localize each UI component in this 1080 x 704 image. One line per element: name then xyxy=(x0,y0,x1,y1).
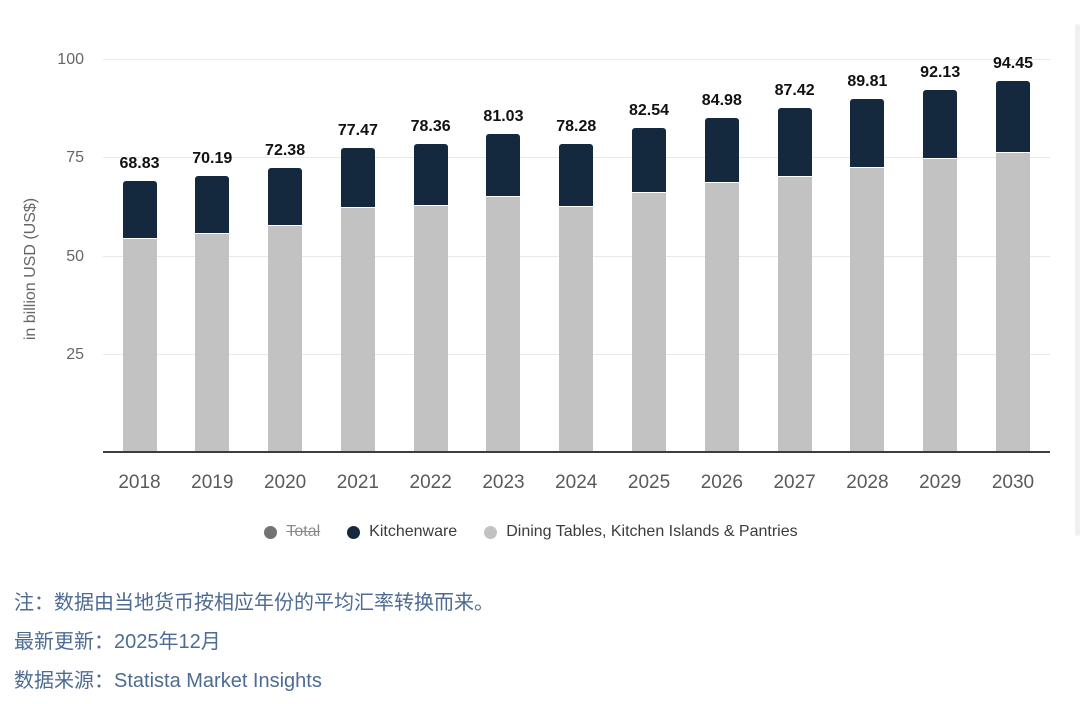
bar-2025-dining[interactable] xyxy=(632,192,667,452)
bar-2026-kitchenware[interactable] xyxy=(704,118,739,183)
y-axis-title: in billion USD (US$) xyxy=(22,197,39,341)
total-label-2018: 68.83 xyxy=(119,155,160,173)
total-label-2029: 92.13 xyxy=(920,63,961,81)
x-tick-2022: 2022 xyxy=(409,472,452,493)
vertical-scrollbar-thumb[interactable] xyxy=(1075,24,1080,536)
x-tick-2027: 2027 xyxy=(773,472,816,493)
total-label-2021: 77.47 xyxy=(337,121,378,139)
total-label-2022: 78.36 xyxy=(410,118,451,136)
x-tick-2029: 2029 xyxy=(919,472,962,493)
note-data-source: 数据来源：Statista Market Insights xyxy=(14,670,322,692)
bar-2022-kitchenware[interactable] xyxy=(413,144,448,205)
bar-2018-kitchenware[interactable] xyxy=(122,181,157,239)
bar-2020-kitchenware[interactable] xyxy=(268,167,303,225)
y-tick-100: 100 xyxy=(57,51,84,68)
bar-2028-kitchenware[interactable] xyxy=(850,99,885,168)
bar-2021-dining[interactable] xyxy=(340,208,375,452)
x-tick-2030: 2030 xyxy=(991,472,1035,493)
chart-legend: Total Kitchenware Dining Tables, Kitchen I… xyxy=(0,523,1071,541)
chart-notes: 注：数据由当地货币按相应年份的平均汇率转换而来。 最新更新：2025年12月 数… xyxy=(14,584,494,701)
x-tick-2019: 2019 xyxy=(191,472,234,493)
x-axis-line xyxy=(103,451,1050,453)
x-tick-2026: 2026 xyxy=(700,472,743,493)
bar-2029-kitchenware[interactable] xyxy=(923,89,958,159)
x-tick-2023: 2023 xyxy=(482,472,525,493)
total-label-2019: 70.19 xyxy=(192,150,233,168)
bar-2027-kitchenware[interactable] xyxy=(777,108,812,176)
bar-2022-dining[interactable] xyxy=(413,205,448,452)
legend-label-dining-tables-kitchen-islands-pantries: Dining Tables, Kitchen Islands & Pantrie… xyxy=(506,523,798,540)
bar-2029-dining[interactable] xyxy=(923,159,958,452)
legend-dot-kitchenware xyxy=(347,525,361,539)
total-label-2024: 78.28 xyxy=(556,118,597,136)
bar-2019-dining[interactable] xyxy=(195,234,230,452)
y-tick-50: 50 xyxy=(66,247,84,265)
bar-2030-kitchenware[interactable] xyxy=(996,80,1030,152)
bar-2021-kitchenware[interactable] xyxy=(340,147,375,208)
bar-2018-dining[interactable] xyxy=(122,239,157,452)
bar-2030-dining[interactable] xyxy=(996,152,1030,452)
x-tick-2018: 2018 xyxy=(118,472,161,493)
note-conversion: 注：数据由当地货币按相应年份的平均汇率转换而来。 xyxy=(14,592,494,614)
y-tick-25: 25 xyxy=(66,345,84,363)
x-tick-2021: 2021 xyxy=(336,472,380,493)
legend-item-kitchenware[interactable]: Kitchenware xyxy=(347,523,457,541)
y-tick-75: 75 xyxy=(66,149,84,167)
total-label-2020: 72.38 xyxy=(265,141,306,159)
bar-2025-kitchenware[interactable] xyxy=(632,127,667,192)
legend-item-total[interactable]: Total xyxy=(264,523,320,541)
legend-dot-total xyxy=(264,525,278,539)
legend-dot-dining-tables-kitchen-islands-pantries xyxy=(484,525,498,539)
x-tick-2025: 2025 xyxy=(627,472,671,493)
bar-2028-dining[interactable] xyxy=(850,168,885,452)
x-tick-2028: 2028 xyxy=(846,472,889,493)
legend-label-total: Total xyxy=(286,523,321,540)
note-last-updated: 最新更新：2025年12月 xyxy=(14,631,221,653)
x-tick-2024: 2024 xyxy=(555,472,598,493)
bar-2027-dining[interactable] xyxy=(777,176,812,452)
bar-2020-dining[interactable] xyxy=(268,226,303,452)
x-tick-2020: 2020 xyxy=(263,472,307,493)
bar-2024-dining[interactable] xyxy=(559,206,594,452)
total-label-2030: 94.45 xyxy=(992,54,1034,72)
legend-item-dining-tables-kitchen-islands-pantries[interactable]: Dining Tables, Kitchen Islands & Pantrie… xyxy=(484,523,798,541)
gridline-100 xyxy=(103,59,1050,60)
legend-label-kitchenware: Kitchenware xyxy=(369,523,458,540)
total-label-2023: 81.03 xyxy=(483,107,524,125)
bar-2026-dining[interactable] xyxy=(704,183,739,452)
total-label-2027: 87.42 xyxy=(774,82,815,100)
bar-2023-dining[interactable] xyxy=(486,197,521,452)
bar-2023-kitchenware[interactable] xyxy=(486,133,521,197)
bar-2024-kitchenware[interactable] xyxy=(559,144,594,206)
total-label-2025: 82.54 xyxy=(629,101,670,119)
total-label-2028: 89.81 xyxy=(847,73,888,91)
bar-2019-kitchenware[interactable] xyxy=(195,176,230,234)
total-label-2026: 84.98 xyxy=(701,92,742,110)
